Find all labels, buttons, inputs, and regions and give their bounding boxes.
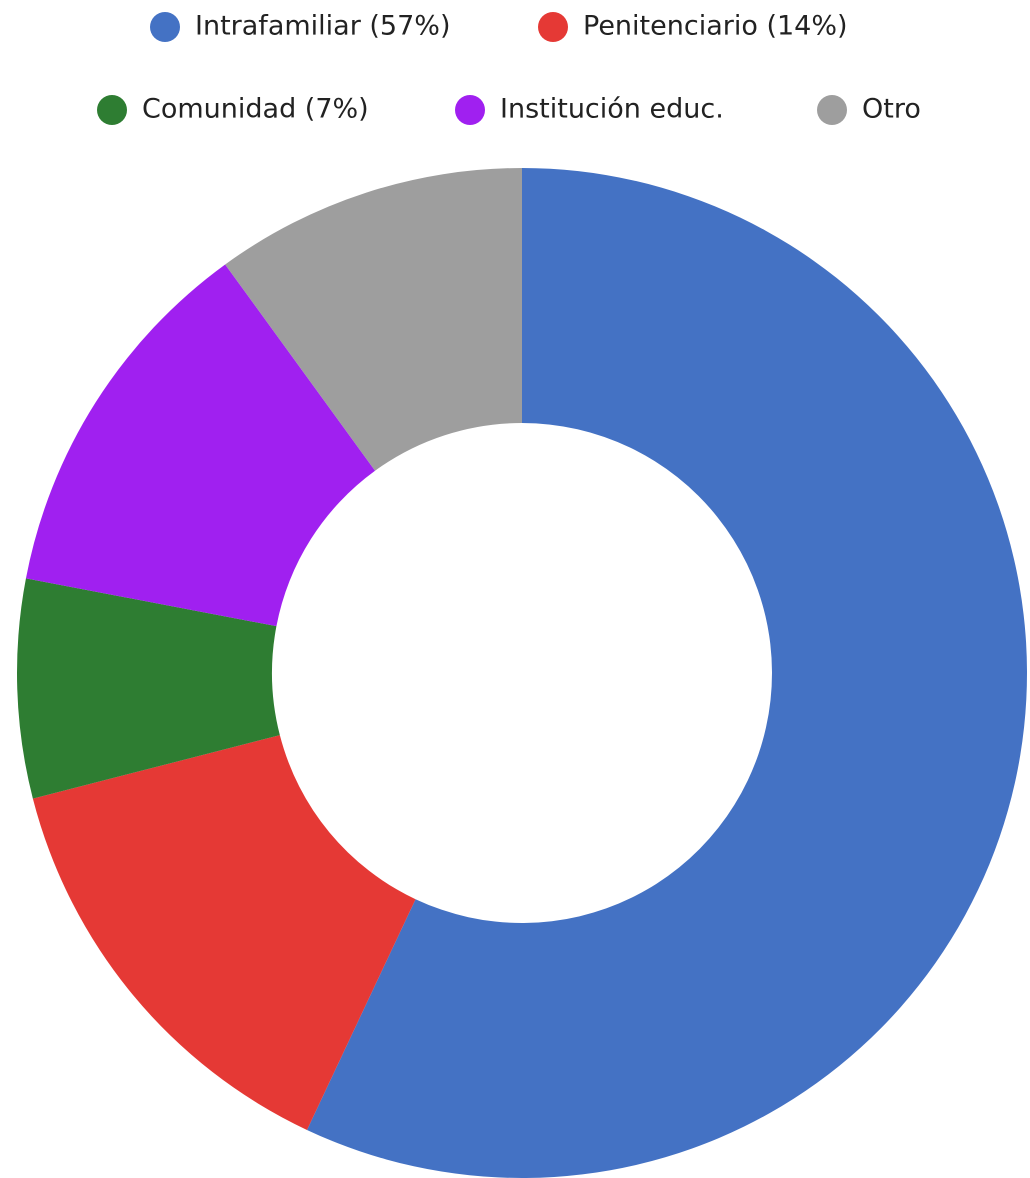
legend-label: Intrafamiliar (57%) (195, 11, 450, 42)
donut-slice (306, 168, 1027, 1178)
donut-slice (17, 578, 280, 799)
donut-slice (25, 264, 376, 627)
legend-swatch (150, 12, 180, 42)
donut-slice (32, 735, 416, 1130)
legend-swatch (455, 95, 485, 125)
legend-label: Institución educ. (500, 94, 724, 125)
donut-slice (225, 168, 522, 471)
legend-label: Penitenciario (14%) (583, 11, 848, 42)
legend-label: Otro (862, 94, 921, 125)
legend-label: Comunidad (7%) (142, 94, 369, 125)
legend-swatch (97, 95, 127, 125)
legend-swatch (817, 95, 847, 125)
legend-swatch (538, 12, 568, 42)
